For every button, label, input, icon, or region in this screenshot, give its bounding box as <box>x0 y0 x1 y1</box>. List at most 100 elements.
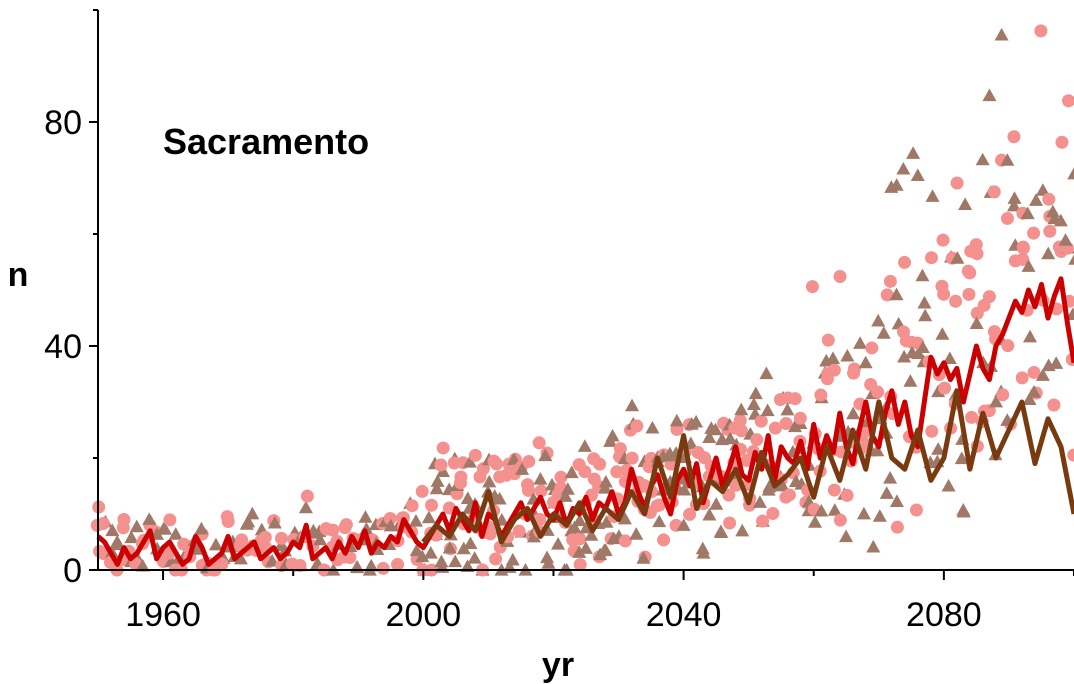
scatter-point-triangle <box>931 442 946 455</box>
y-tick-label: 80 <box>44 104 82 142</box>
scatter-point-triangle <box>551 537 566 550</box>
scatter-point-circle <box>274 531 288 545</box>
scatter-point-triangle <box>460 559 475 572</box>
scatter-point-triangle <box>714 525 729 539</box>
scatter-point-circle <box>489 552 503 566</box>
scatter-point-triangle <box>652 514 667 528</box>
series-line-2 <box>421 388 1074 545</box>
scatter-point-triangle <box>1021 259 1036 272</box>
scatter-point-circle <box>522 454 536 468</box>
scatter-point-triangle <box>903 374 918 387</box>
scatter-point-triangle <box>526 529 541 543</box>
scatter-point-triangle <box>746 397 761 410</box>
scatter-point-triangle <box>969 316 984 330</box>
scatter-point-triangle <box>142 512 157 525</box>
scatter-point-circle <box>593 457 607 471</box>
scatter-point-circle <box>630 419 644 433</box>
scatter-point-circle <box>487 454 501 468</box>
scatter-point-circle <box>883 274 897 288</box>
scatter-point-triangle <box>807 515 822 528</box>
scatter-point-triangle <box>421 510 436 524</box>
scatter-point-triangle <box>538 448 553 462</box>
scatter-point-triangle <box>897 349 912 363</box>
scatter-point-triangle <box>889 494 904 507</box>
scatter-point-circle <box>391 557 405 571</box>
scatter-point-triangle <box>702 430 717 443</box>
scatter-point-triangle <box>636 551 651 564</box>
y-tick-label: 40 <box>44 328 82 366</box>
scatter-point-circle <box>258 530 272 544</box>
scatter-point-triangle <box>889 178 904 191</box>
scatter-point-circle <box>938 381 952 395</box>
scatter-point-triangle <box>989 394 1004 408</box>
scatter-point-circle <box>897 325 911 339</box>
scatter-point-circle <box>925 424 939 438</box>
scatter-point-triangle <box>918 308 933 322</box>
scatter-point-triangle <box>1067 167 1074 180</box>
scatter-point-circle <box>1027 365 1041 379</box>
scatter-point-triangle <box>1026 385 1041 398</box>
scatter-point-triangle <box>676 518 691 531</box>
scatter-point-circle <box>610 465 624 479</box>
scatter-point-circle <box>827 483 841 497</box>
scatter-point-triangle <box>858 355 873 369</box>
scatter-point-triangle <box>598 474 613 488</box>
scatter-point-circle <box>96 517 110 531</box>
scatter-point-triangle <box>430 474 445 487</box>
scatter-point-triangle <box>1023 329 1038 343</box>
scatter-point-triangle <box>482 474 497 488</box>
scatter-point-circle <box>909 503 923 517</box>
scatter-point-triangle <box>605 428 620 442</box>
scatter-point-circle <box>468 448 482 462</box>
scatter-point-circle <box>512 524 526 538</box>
scatter-point-triangle <box>129 519 144 533</box>
scatter-point-triangle <box>105 523 120 537</box>
scatter-point-circle <box>221 514 235 528</box>
scatter-point-triangle <box>1049 356 1064 369</box>
scatter-point-circle <box>116 521 130 535</box>
scatter-point-triangle <box>1045 204 1060 218</box>
scatter-point-circle <box>293 558 307 572</box>
scatter-point-circle <box>326 523 340 537</box>
scatter-point-circle <box>880 288 894 302</box>
scatter-point-triangle <box>752 495 767 508</box>
scatter-point-circle <box>625 451 639 465</box>
scatter-point-circle <box>215 557 229 571</box>
scatter-point-circle <box>1016 252 1030 266</box>
scatter-point-circle <box>405 499 419 513</box>
scatter-point-circle <box>924 251 938 265</box>
scatter-point-circle <box>1034 24 1048 38</box>
scatter-point-triangle <box>572 545 587 558</box>
scatter-point-triangle <box>982 88 997 102</box>
scatter-point-triangle <box>935 327 950 340</box>
scatter-point-triangle <box>492 491 507 505</box>
scatter-point-circle <box>793 411 807 425</box>
scatter-point-triangle <box>975 152 990 166</box>
scatter-point-triangle <box>871 313 886 327</box>
scatter-point-triangle <box>917 295 932 309</box>
scatter-point-triangle <box>1068 254 1074 265</box>
scatter-point-circle <box>756 514 770 528</box>
scatter-point-triangle <box>915 268 930 282</box>
scatter-point-triangle <box>775 478 790 492</box>
scatter-point-triangle <box>1029 193 1044 206</box>
scatter-point-triangle <box>448 554 463 568</box>
scatter-point-triangle <box>925 189 940 202</box>
series-line-1 <box>96 276 1074 567</box>
scatter-point-triangle <box>759 366 774 380</box>
scatter-point-circle <box>779 416 793 430</box>
scatter-point-circle <box>962 287 976 301</box>
scatter-point-circle <box>573 558 587 572</box>
scatter-point-triangle <box>462 455 477 468</box>
scatter-point-triangle <box>168 527 183 540</box>
scatter-point-circle <box>969 238 983 252</box>
scatter-point-circle <box>987 185 1001 199</box>
scatter-point-triangle <box>313 532 328 546</box>
scatter-point-triangle <box>677 482 692 496</box>
scatter-point-triangle <box>625 398 640 412</box>
scatter-point-circle <box>723 516 737 530</box>
scatter-layer <box>90 24 1074 577</box>
scatter-point-triangle <box>617 511 632 525</box>
scatter-point-triangle <box>567 520 582 534</box>
scatter-point-triangle <box>839 529 854 543</box>
